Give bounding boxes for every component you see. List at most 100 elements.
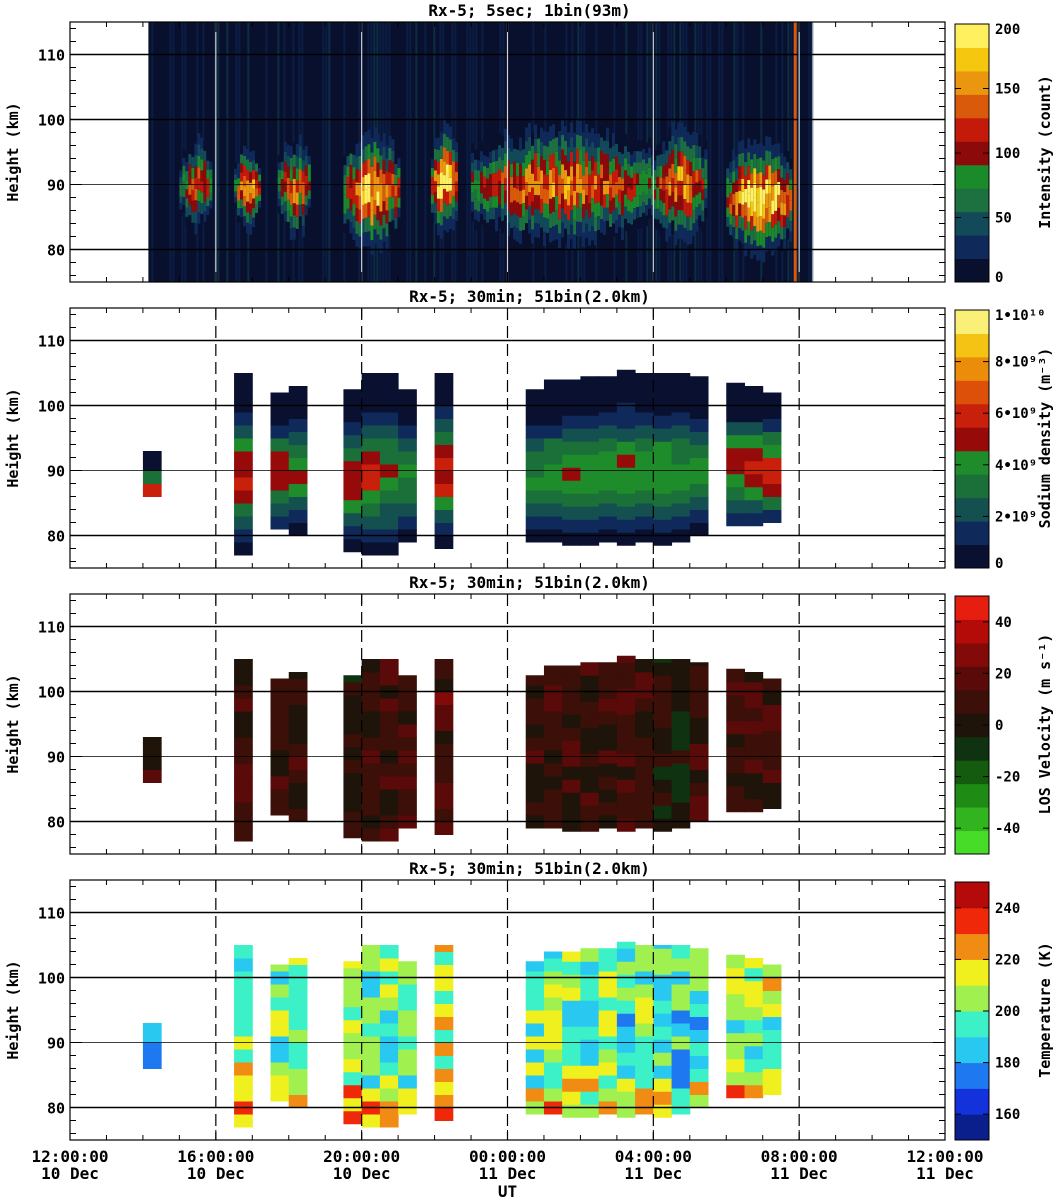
layer-cell [185, 171, 189, 181]
data-cell [234, 516, 253, 530]
layer-cell [558, 174, 562, 190]
layer-cell [361, 218, 365, 233]
data-cell [671, 802, 691, 816]
layer-cell [194, 211, 198, 223]
layer-cell [349, 142, 353, 154]
colorbar-tick-label: 40 [995, 615, 1012, 631]
colorbar-tick-label: 160 [995, 1107, 1020, 1123]
data-cell [598, 425, 618, 439]
layer-cell [525, 141, 529, 155]
colorbar-swatch [955, 1011, 989, 1038]
layer-cell [531, 229, 535, 244]
layer-cell [379, 183, 383, 198]
data-cell [653, 467, 673, 481]
data-cell [343, 486, 363, 501]
layer-cell [203, 171, 207, 182]
layer-cell [292, 203, 296, 216]
layer-cell [747, 152, 751, 167]
layer-cell [564, 155, 568, 171]
layer-cell [789, 221, 793, 232]
data-cell [653, 662, 673, 676]
data-cell [525, 961, 545, 972]
layer-cell [555, 181, 559, 196]
layer-cell [552, 138, 556, 154]
data-cell [361, 1049, 381, 1063]
layer-cell [358, 209, 362, 224]
data-cell [635, 958, 654, 972]
y-tick-label: 90 [47, 1035, 65, 1053]
data-cell [598, 386, 618, 400]
layer-cell [179, 170, 183, 177]
data-cell [525, 802, 545, 816]
data-cell [525, 1010, 545, 1024]
layer-cell [600, 178, 604, 192]
layer-cell [744, 148, 748, 163]
data-cell [635, 503, 654, 517]
data-cell [288, 743, 308, 757]
data-column-16 [635, 373, 654, 543]
layer-cell [289, 228, 293, 241]
layer-cell [588, 160, 592, 175]
colorbar-swatch [955, 619, 989, 644]
data-cell [288, 1068, 308, 1082]
data-cell [288, 990, 308, 1004]
noise-streak [277, 22, 280, 282]
layer-cell [510, 202, 514, 216]
data-cell [671, 425, 691, 439]
layer-cell [642, 191, 646, 203]
layer-cell [445, 218, 449, 233]
layer-cell [564, 140, 568, 156]
layer-cell [385, 210, 389, 224]
data-cell [398, 425, 417, 439]
layer-cell [451, 149, 455, 162]
layer-cell [513, 148, 517, 162]
data-cell [361, 789, 381, 803]
data-cell [762, 756, 782, 770]
layer-cell [732, 215, 736, 228]
layer-cell [561, 208, 565, 223]
data-cell [543, 737, 563, 751]
layer-cell [597, 161, 601, 175]
layer-cell [756, 158, 760, 174]
layer-cell [483, 187, 487, 199]
layer-cell [653, 218, 657, 229]
layer-cell [671, 135, 675, 150]
layer-cell [741, 230, 745, 244]
layer-cell [573, 205, 577, 220]
layer-cell [627, 211, 631, 224]
layer-cell [642, 202, 646, 213]
data-cell [744, 1045, 764, 1060]
colorbar-swatch [955, 1114, 989, 1141]
data-cell [598, 503, 618, 517]
layer-cell [704, 178, 708, 189]
layer-cell [671, 163, 675, 179]
layer-cell [255, 204, 259, 213]
layer-cell [777, 194, 781, 208]
layer-cell [507, 210, 511, 224]
layer-cell [567, 176, 571, 191]
layer-cell [543, 231, 547, 247]
layer-cell [692, 184, 696, 198]
data-cell [234, 945, 253, 959]
noise-streak [328, 22, 331, 282]
noise-streak [151, 22, 154, 282]
layer-cell [445, 191, 449, 206]
data-cell [580, 480, 600, 494]
layer-cell [603, 140, 607, 155]
data-cell [762, 782, 782, 796]
layer-cell [606, 180, 610, 195]
layer-cell [704, 139, 708, 150]
layer-cell [234, 202, 238, 209]
layer-cell [756, 246, 760, 261]
layer-cell [729, 224, 733, 235]
layer-cell [280, 205, 284, 214]
layer-cell [651, 215, 655, 226]
layer-cell [576, 149, 580, 164]
layer-cell [738, 215, 742, 229]
colorbar-label: LOS Velocity (m s⁻¹) [1036, 634, 1054, 815]
layer-cell [704, 188, 708, 199]
layer-cell [747, 235, 751, 250]
data-column-6 [361, 945, 381, 1128]
layer-cell [379, 225, 383, 240]
